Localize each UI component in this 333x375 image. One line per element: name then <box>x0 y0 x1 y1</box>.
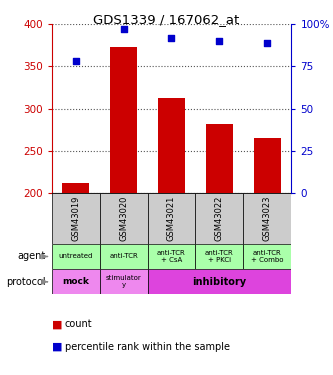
Text: GSM43021: GSM43021 <box>167 196 176 241</box>
Point <box>217 38 222 44</box>
Text: anti-TCR
+ PKCi: anti-TCR + PKCi <box>205 250 234 263</box>
Bar <box>148 193 195 244</box>
Text: count: count <box>65 320 93 329</box>
Bar <box>195 244 243 269</box>
Bar <box>206 124 233 193</box>
Bar <box>100 193 148 244</box>
Bar <box>158 98 185 193</box>
Bar <box>52 193 100 244</box>
Text: GSM43023: GSM43023 <box>263 195 272 241</box>
Point <box>169 35 174 41</box>
Bar <box>254 138 281 193</box>
Text: stimulator
y: stimulator y <box>106 275 142 288</box>
Bar <box>148 244 195 269</box>
Bar <box>52 244 100 269</box>
Text: anti-TCR
+ Combo: anti-TCR + Combo <box>251 250 284 263</box>
Bar <box>243 244 291 269</box>
Bar <box>243 193 291 244</box>
Bar <box>52 269 100 294</box>
Text: anti-TCR: anti-TCR <box>109 254 138 260</box>
Text: GDS1339 / 167062_at: GDS1339 / 167062_at <box>93 13 240 26</box>
Text: percentile rank within the sample: percentile rank within the sample <box>65 342 230 352</box>
Text: protocol: protocol <box>6 277 46 287</box>
Bar <box>100 244 148 269</box>
Text: GSM43019: GSM43019 <box>71 196 80 241</box>
Text: GSM43022: GSM43022 <box>215 196 224 241</box>
Bar <box>100 269 148 294</box>
Bar <box>110 47 137 193</box>
Text: ■: ■ <box>52 320 62 329</box>
Text: ■: ■ <box>52 342 62 352</box>
Bar <box>148 269 291 294</box>
Text: GSM43020: GSM43020 <box>119 196 128 241</box>
Point <box>265 40 270 46</box>
Point <box>73 58 78 64</box>
Text: inhibitory: inhibitory <box>192 277 246 287</box>
Text: anti-TCR
+ CsA: anti-TCR + CsA <box>157 250 186 263</box>
Text: mock: mock <box>62 277 89 286</box>
Bar <box>62 183 89 193</box>
Text: untreated: untreated <box>58 254 93 260</box>
Text: agent: agent <box>18 252 46 261</box>
Point <box>121 26 126 32</box>
Bar <box>195 193 243 244</box>
